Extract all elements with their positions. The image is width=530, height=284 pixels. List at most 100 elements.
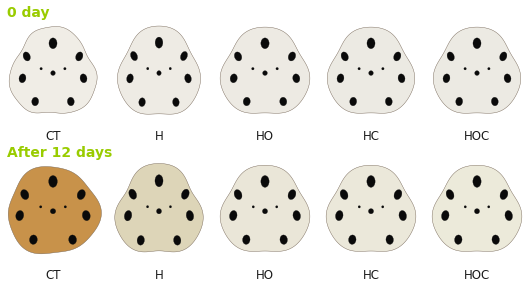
Ellipse shape [398, 74, 405, 83]
Ellipse shape [368, 208, 374, 214]
Ellipse shape [51, 71, 55, 76]
Ellipse shape [229, 210, 237, 221]
Ellipse shape [500, 52, 507, 61]
Ellipse shape [262, 71, 268, 76]
Ellipse shape [23, 52, 30, 61]
Ellipse shape [475, 71, 479, 76]
Ellipse shape [155, 37, 163, 48]
Ellipse shape [288, 52, 296, 61]
Ellipse shape [491, 97, 498, 106]
Ellipse shape [456, 97, 463, 106]
Ellipse shape [288, 190, 296, 200]
Ellipse shape [340, 190, 348, 200]
Ellipse shape [358, 206, 360, 208]
Ellipse shape [335, 210, 343, 221]
Ellipse shape [77, 190, 85, 200]
Ellipse shape [492, 235, 499, 244]
Ellipse shape [367, 38, 375, 49]
Ellipse shape [155, 175, 163, 187]
Text: CT: CT [45, 130, 61, 143]
Ellipse shape [67, 97, 74, 106]
Ellipse shape [16, 210, 24, 221]
Ellipse shape [32, 97, 39, 106]
Text: H: H [155, 130, 163, 143]
Text: HO: HO [256, 270, 274, 282]
Ellipse shape [230, 74, 237, 83]
Text: HO: HO [256, 130, 274, 143]
Ellipse shape [76, 52, 83, 61]
Ellipse shape [39, 206, 42, 208]
Ellipse shape [64, 206, 67, 208]
Ellipse shape [394, 52, 401, 61]
Ellipse shape [369, 71, 373, 76]
Ellipse shape [293, 74, 300, 83]
Ellipse shape [382, 206, 384, 208]
Ellipse shape [173, 98, 179, 106]
Polygon shape [115, 164, 203, 252]
Ellipse shape [243, 97, 250, 106]
Ellipse shape [382, 67, 384, 70]
Ellipse shape [276, 67, 278, 70]
Ellipse shape [349, 235, 356, 244]
Ellipse shape [473, 176, 481, 187]
Polygon shape [432, 165, 522, 251]
Ellipse shape [280, 235, 287, 244]
Ellipse shape [125, 210, 132, 221]
Ellipse shape [64, 67, 66, 70]
Ellipse shape [261, 38, 269, 49]
Ellipse shape [399, 210, 407, 221]
Ellipse shape [385, 97, 392, 106]
Ellipse shape [243, 235, 250, 244]
Polygon shape [326, 165, 416, 251]
Ellipse shape [464, 67, 466, 70]
Ellipse shape [146, 205, 149, 208]
Ellipse shape [505, 210, 513, 221]
Ellipse shape [447, 52, 454, 61]
Ellipse shape [394, 190, 402, 200]
Ellipse shape [441, 210, 449, 221]
Ellipse shape [500, 190, 508, 200]
Ellipse shape [234, 52, 242, 61]
Ellipse shape [473, 38, 481, 49]
Polygon shape [433, 27, 521, 113]
Text: HC: HC [363, 270, 379, 282]
Ellipse shape [146, 67, 149, 70]
Ellipse shape [488, 67, 490, 70]
Ellipse shape [261, 176, 269, 187]
Ellipse shape [252, 67, 254, 70]
Ellipse shape [157, 71, 161, 76]
Ellipse shape [350, 97, 357, 106]
Ellipse shape [293, 210, 301, 221]
Ellipse shape [367, 176, 375, 187]
Ellipse shape [40, 67, 42, 70]
Polygon shape [327, 27, 415, 113]
Ellipse shape [130, 51, 137, 61]
Polygon shape [118, 26, 200, 114]
Ellipse shape [139, 98, 145, 106]
Ellipse shape [169, 67, 172, 70]
Polygon shape [8, 166, 101, 254]
Text: After 12 days: After 12 days [7, 146, 112, 160]
Ellipse shape [464, 206, 466, 208]
Ellipse shape [21, 190, 29, 200]
Ellipse shape [443, 74, 450, 83]
Ellipse shape [488, 206, 490, 208]
Ellipse shape [82, 210, 90, 221]
Text: HOC: HOC [464, 270, 490, 282]
Ellipse shape [446, 190, 454, 200]
Ellipse shape [455, 235, 462, 244]
Ellipse shape [174, 235, 181, 245]
Text: 0 day: 0 day [7, 7, 49, 20]
Ellipse shape [169, 205, 172, 208]
Ellipse shape [156, 208, 162, 214]
Text: HC: HC [363, 130, 379, 143]
Ellipse shape [280, 97, 287, 106]
Text: HOC: HOC [464, 130, 490, 143]
Ellipse shape [127, 74, 134, 83]
Ellipse shape [504, 74, 511, 83]
Ellipse shape [50, 208, 56, 214]
Ellipse shape [137, 235, 144, 245]
Ellipse shape [49, 38, 57, 49]
Ellipse shape [181, 189, 189, 199]
Polygon shape [9, 26, 97, 113]
